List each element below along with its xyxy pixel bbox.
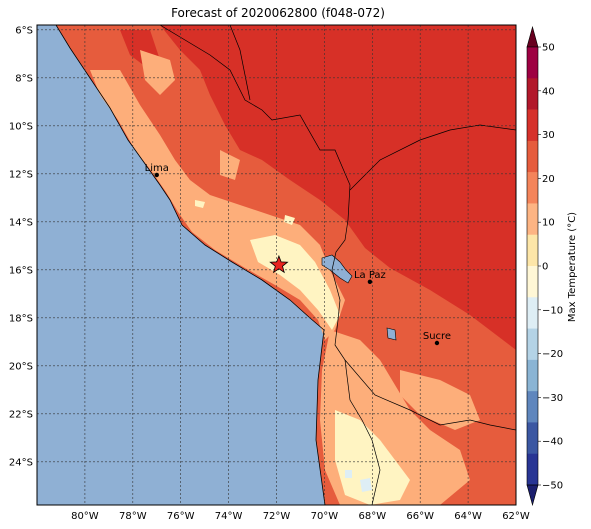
lake-titicaca xyxy=(321,254,353,284)
colorbar-segment xyxy=(527,203,538,236)
lat-tick-label: 24°S xyxy=(9,457,33,468)
colorbar-tick-label: 50 xyxy=(542,43,555,54)
colorbar-segment xyxy=(527,453,538,486)
colorbar-label: Max Temperature (°C) xyxy=(567,212,578,322)
lon-tick-label: 66°W xyxy=(406,511,434,522)
star-marker xyxy=(269,254,289,274)
map-frame xyxy=(36,24,517,506)
colorbar-tick-label: −20 xyxy=(542,349,563,360)
city-label: Lima xyxy=(145,163,169,174)
lon-tick-label: 68°W xyxy=(358,511,386,522)
colorbar-segment xyxy=(527,266,538,298)
colorbar-segment xyxy=(527,109,538,142)
city-dot xyxy=(367,279,373,284)
colorbar-tick-label: −10 xyxy=(542,305,563,316)
lon-tick-label: 72°W xyxy=(263,511,291,522)
colorbar-tick-label: 40 xyxy=(542,86,555,97)
city-label: La Paz xyxy=(354,270,386,281)
location-marker xyxy=(269,254,289,274)
country-borders xyxy=(159,25,381,505)
colorbar-segment xyxy=(527,234,538,267)
lon-tick-label: 70°W xyxy=(311,511,339,522)
lat-tick-label: 6°S xyxy=(15,25,33,36)
lon-tick-label: 78°W xyxy=(119,511,147,522)
lat-tick-label: 12°S xyxy=(9,169,33,180)
lon-tick-label: 80°W xyxy=(71,511,99,522)
coastline xyxy=(55,25,326,505)
colorbar-extend-max xyxy=(526,25,539,48)
colorbar-tick-label: 30 xyxy=(542,130,555,141)
hot-region xyxy=(160,25,516,350)
latitude-labels: 6°S 8°S 10°S 12°S 14°S 16°S 18°S 20°S 22°S 24°S xyxy=(9,25,33,468)
colorbar-segment xyxy=(527,297,538,329)
lon-tick-label: 64°W xyxy=(454,511,482,522)
cool-highlands xyxy=(250,235,340,330)
colorbar-segment xyxy=(527,359,538,392)
city-label: Sucre xyxy=(423,331,451,342)
colorbar-segment xyxy=(527,47,538,79)
colorbar-tick-labels: 50 40 30 20 10 0 −10 −20 −30 −40 −50 xyxy=(538,43,563,492)
lat-tick-label: 22°S xyxy=(9,409,33,420)
lat-tick-label: 10°S xyxy=(9,121,33,132)
colorbar-segment xyxy=(527,391,538,423)
colorbar xyxy=(526,25,539,507)
colorbar-tick-label: 20 xyxy=(542,174,555,185)
colorbar-segment xyxy=(527,78,538,110)
colorbar-segment xyxy=(527,172,538,204)
graticule xyxy=(37,25,516,505)
lon-tick-label: 76°W xyxy=(167,511,195,522)
longitude-labels: 80°W 78°W 76°W 74°W 72°W 70°W 68°W 66°W 64°W 62°W xyxy=(71,511,530,522)
city-dot xyxy=(434,340,440,346)
colorbar-tick-label: −30 xyxy=(542,393,563,404)
colorbar-segment xyxy=(527,422,538,455)
colorbar-tick-label: −50 xyxy=(542,481,563,492)
city-dot xyxy=(154,172,159,178)
colorbar-tick-label: −40 xyxy=(542,437,563,448)
lat-tick-label: 16°S xyxy=(9,265,33,276)
lat-tick-label: 8°S xyxy=(15,73,33,84)
colorbar-extend-min xyxy=(526,484,539,507)
colorbar-tick-label: 10 xyxy=(542,218,555,229)
colorbar-tick-label: 0 xyxy=(542,262,548,273)
colorbar-segment xyxy=(527,140,538,173)
colorbar-segment xyxy=(527,328,538,361)
lon-tick-label: 74°W xyxy=(215,511,243,522)
lat-tick-label: 14°S xyxy=(9,217,33,228)
lat-tick-label: 18°S xyxy=(9,313,33,324)
map-title: Forecast of 2020062800 (f048-072) xyxy=(171,6,385,20)
lon-tick-label: 62°W xyxy=(502,511,530,522)
city-markers: Lima La Paz Sucre xyxy=(145,163,451,346)
lat-tick-label: 20°S xyxy=(9,361,33,372)
